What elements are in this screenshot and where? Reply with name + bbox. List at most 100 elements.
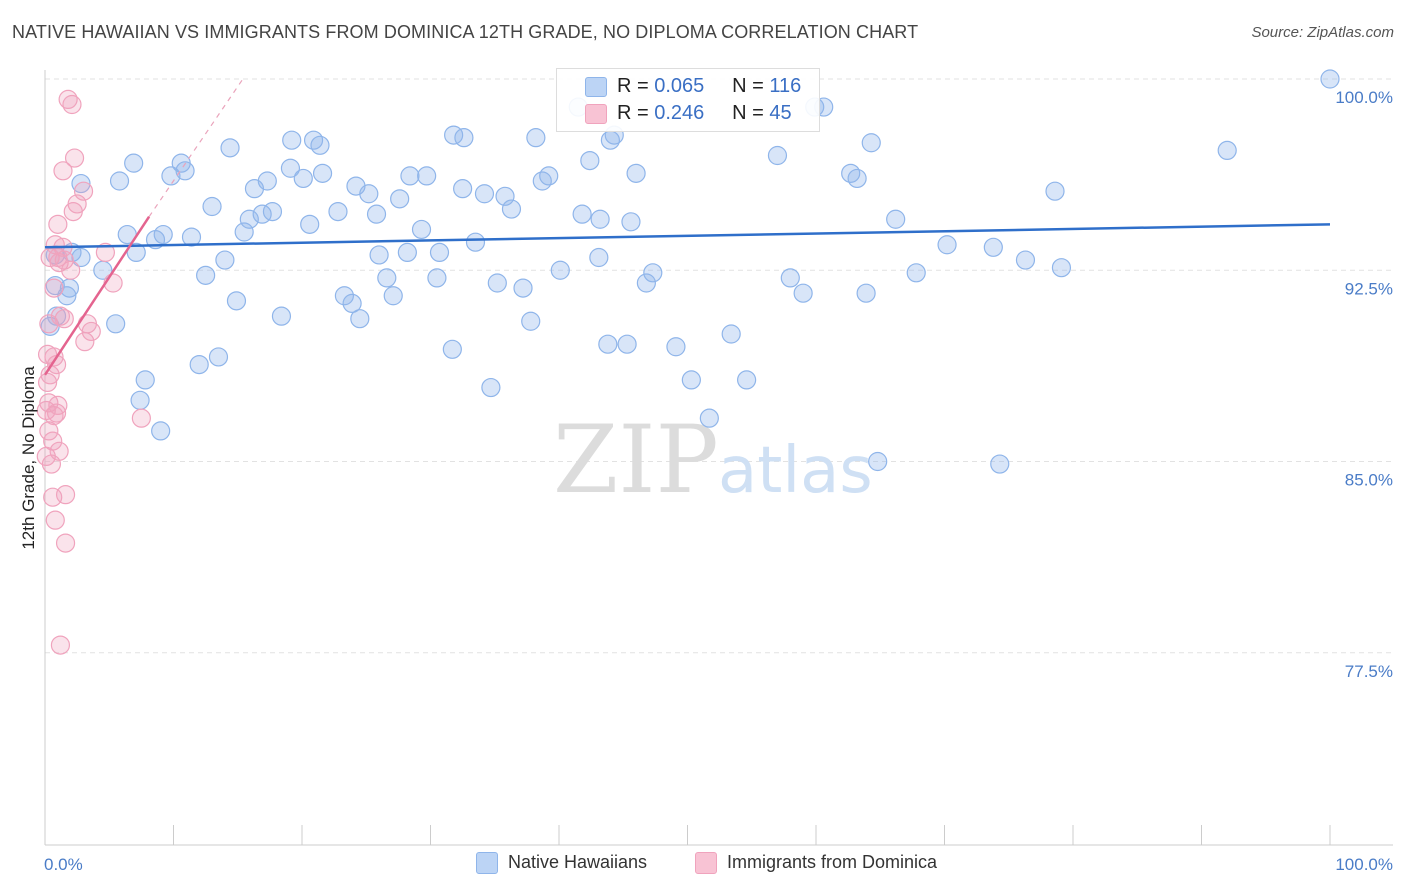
point-native-hawaiian: [780, 268, 800, 288]
point-native-hawaiian: [474, 184, 495, 204]
point-immigrant-dominica: [48, 395, 68, 415]
point-native-hawaiian: [539, 166, 559, 186]
legend-item-immigrants-dominica: Immigrants from Dominica: [695, 852, 938, 875]
point-native-hawaiian: [427, 268, 447, 288]
point-native-hawaiian: [861, 133, 881, 153]
legend-swatch-pink: [585, 104, 607, 124]
point-native-hawaiian: [411, 219, 432, 240]
point-native-hawaiian: [521, 311, 541, 331]
trend-lines: [43, 78, 1331, 376]
point-native-hawaiian: [906, 263, 926, 283]
point-native-hawaiian: [532, 171, 552, 191]
point-native-hawaiian: [226, 291, 247, 311]
legend-r-label: R =: [617, 75, 649, 97]
point-native-hawaiian: [390, 189, 410, 209]
chart-title: NATIVE HAWAIIAN VS IMMIGRANTS FROM DOMIN…: [12, 22, 919, 42]
point-native-hawaiian: [990, 454, 1010, 474]
point-immigrant-dominica: [61, 260, 81, 280]
point-native-hawaiian: [617, 334, 637, 354]
point-native-hawaiian: [793, 283, 813, 303]
y-tick-label: 85.0%: [1345, 471, 1393, 490]
point-native-hawaiian: [465, 232, 486, 252]
point-native-hawaiian: [429, 242, 450, 262]
point-native-hawaiian: [847, 168, 867, 189]
point-native-hawaiian: [153, 224, 173, 245]
point-native-hawaiian: [397, 242, 417, 262]
point-native-hawaiian: [369, 245, 389, 265]
point-native-hawaiian: [280, 158, 301, 178]
legend-swatch-immigrants-dominica: [695, 852, 717, 875]
point-native-hawaiian: [767, 145, 788, 166]
legend-label-immigrants-dominica: Immigrants from Dominica: [727, 852, 938, 872]
point-native-hawaiian: [481, 377, 501, 398]
legend-label-native-hawaiians: Native Hawaiians: [508, 852, 648, 872]
point-immigrant-dominica: [39, 314, 59, 334]
point-immigrant-dominica: [95, 242, 115, 262]
correlation-legend: R = 0.065 N = 116 R = 0.246 N = 45: [556, 68, 820, 132]
point-native-hawaiian: [1045, 181, 1065, 201]
point-native-hawaiian: [737, 370, 757, 390]
point-native-hawaiian: [589, 247, 609, 268]
point-native-hawaiian: [856, 283, 876, 303]
point-native-hawaiian: [109, 171, 130, 191]
point-native-hawaiian: [189, 355, 209, 375]
point-native-hawaiian: [71, 247, 91, 268]
point-native-hawaiian: [1217, 140, 1237, 160]
point-native-hawaiian: [626, 163, 646, 183]
point-native-hawaiian: [181, 227, 202, 247]
point-immigrant-dominica: [62, 94, 82, 115]
legend-n-pink: 45: [769, 102, 792, 124]
point-native-hawaiian: [135, 370, 155, 390]
point-native-hawaiian: [454, 128, 474, 148]
point-native-hawaiian: [202, 196, 222, 217]
tick-labels: 100.0% 92.5% 85.0% 77.5% 0.0% 100.0%: [44, 88, 1393, 874]
point-immigrant-dominica: [54, 309, 74, 329]
point-native-hawaiian: [621, 212, 641, 232]
point-native-hawaiian: [417, 166, 437, 186]
point-native-hawaiian: [239, 209, 259, 229]
point-native-hawaiian: [487, 273, 507, 293]
legend-swatch-blue: [585, 77, 607, 97]
point-native-hawaiian: [303, 130, 324, 150]
point-native-hawaiian: [1015, 250, 1036, 270]
point-native-hawaiian: [383, 286, 403, 306]
point-native-hawaiian: [513, 278, 533, 298]
y-tick-label: 92.5%: [1345, 279, 1393, 298]
point-immigrant-dominica: [37, 372, 58, 393]
legend-r-pink: 0.246: [654, 102, 705, 124]
point-native-hawaiian: [666, 337, 686, 357]
legend-row-pink: R = 0.246 N = 45: [617, 102, 792, 125]
point-native-hawaiian: [126, 242, 146, 262]
point-native-hawaiian: [130, 390, 150, 410]
point-native-hawaiian: [572, 204, 592, 224]
point-native-hawaiian: [359, 184, 379, 204]
trend-line-extension-dominica: [148, 78, 244, 218]
point-immigrant-dominica: [44, 278, 64, 298]
point-native-hawaiian: [257, 171, 277, 191]
point-immigrant-dominica: [46, 403, 67, 423]
point-native-hawaiian: [937, 235, 957, 255]
y-tick-label: 77.5%: [1345, 662, 1393, 681]
point-immigrant-dominica: [58, 89, 78, 110]
point-immigrant-dominica: [55, 533, 76, 553]
point-native-hawaiian: [215, 250, 235, 270]
watermark-atlas: atlas: [718, 434, 873, 508]
point-native-hawaiian: [501, 199, 522, 219]
point-native-hawaiian: [161, 166, 181, 186]
point-native-hawaiian: [886, 209, 906, 229]
point-native-hawaiian: [550, 260, 570, 280]
point-immigrant-dominica: [64, 148, 85, 168]
point-immigrant-dominica: [54, 250, 74, 270]
point-native-hawaiian: [590, 209, 610, 229]
point-native-hawaiian: [293, 168, 313, 189]
x-tick-label-min: 0.0%: [44, 855, 83, 874]
point-native-hawaiian: [366, 204, 387, 224]
point-native-hawaiian: [196, 265, 216, 285]
point-native-hawaiian: [636, 273, 656, 293]
point-native-hawaiian: [220, 138, 240, 158]
point-native-hawaiian: [282, 130, 302, 150]
legend-r-blue: 0.065: [654, 75, 705, 97]
point-native-hawaiian: [526, 128, 546, 148]
point-native-hawaiian: [1051, 258, 1072, 278]
point-immigrant-dominica: [50, 635, 71, 655]
